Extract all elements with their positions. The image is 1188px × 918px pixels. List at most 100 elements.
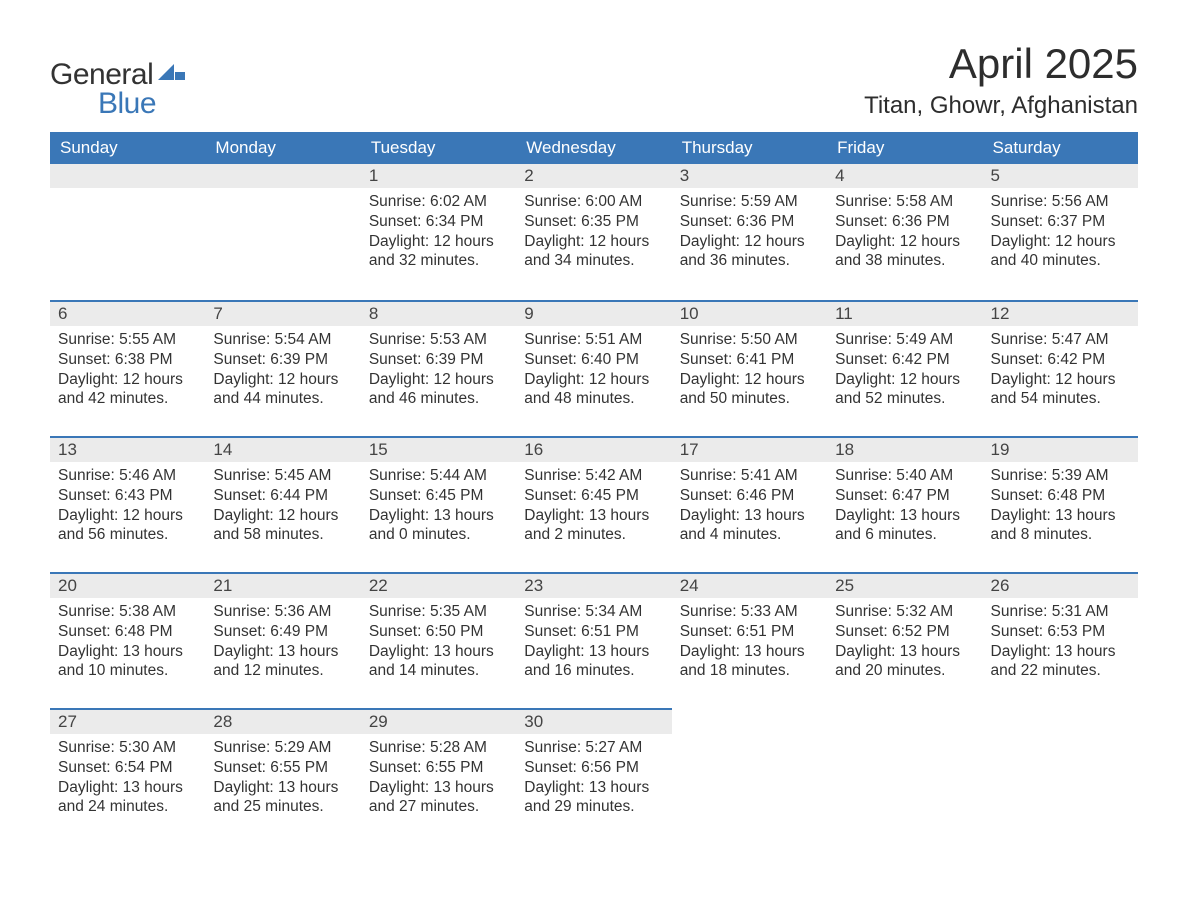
daylight-line: Daylight: 12 hours and 34 minutes. (524, 232, 663, 272)
daylight-line: Daylight: 12 hours and 54 minutes. (991, 370, 1130, 410)
sunrise-line: Sunrise: 5:31 AM (991, 602, 1130, 622)
daylight-line: Daylight: 12 hours and 32 minutes. (369, 232, 508, 272)
calendar-day-cell: 10Sunrise: 5:50 AMSunset: 6:41 PMDayligh… (672, 300, 827, 436)
day-details: Sunrise: 5:39 AMSunset: 6:48 PMDaylight:… (983, 462, 1138, 555)
calendar-day-cell: 22Sunrise: 5:35 AMSunset: 6:50 PMDayligh… (361, 572, 516, 708)
day-details: Sunrise: 5:53 AMSunset: 6:39 PMDaylight:… (361, 326, 516, 419)
day-number-bar: 2 (516, 164, 671, 188)
title-block: April 2025 Titan, Ghowr, Afghanistan (864, 40, 1138, 120)
daylight-line: Daylight: 13 hours and 12 minutes. (213, 642, 352, 682)
sunset-line: Sunset: 6:34 PM (369, 212, 508, 232)
weekday-header: Wednesday (516, 132, 671, 164)
day-details: Sunrise: 5:45 AMSunset: 6:44 PMDaylight:… (205, 462, 360, 555)
calendar-day-cell: 27Sunrise: 5:30 AMSunset: 6:54 PMDayligh… (50, 708, 205, 844)
sunset-line: Sunset: 6:45 PM (524, 486, 663, 506)
calendar-day-cell: 18Sunrise: 5:40 AMSunset: 6:47 PMDayligh… (827, 436, 982, 572)
logo: General Blue (50, 40, 186, 118)
sunset-line: Sunset: 6:48 PM (991, 486, 1130, 506)
sunrise-line: Sunrise: 5:44 AM (369, 466, 508, 486)
daylight-line: Daylight: 13 hours and 6 minutes. (835, 506, 974, 546)
day-number-bar: 5 (983, 164, 1138, 188)
day-number-bar: 3 (672, 164, 827, 188)
day-details: Sunrise: 5:41 AMSunset: 6:46 PMDaylight:… (672, 462, 827, 555)
calendar-day-cell (827, 708, 982, 844)
day-number-bar: 4 (827, 164, 982, 188)
day-number-bar: 9 (516, 300, 671, 326)
day-number-bar: 20 (50, 572, 205, 598)
calendar-day-cell: 29Sunrise: 5:28 AMSunset: 6:55 PMDayligh… (361, 708, 516, 844)
sunrise-line: Sunrise: 5:45 AM (213, 466, 352, 486)
day-details: Sunrise: 6:00 AMSunset: 6:35 PMDaylight:… (516, 188, 671, 281)
sunset-line: Sunset: 6:43 PM (58, 486, 197, 506)
day-number-bar: 12 (983, 300, 1138, 326)
day-number-bar: 23 (516, 572, 671, 598)
day-details: Sunrise: 5:28 AMSunset: 6:55 PMDaylight:… (361, 734, 516, 827)
day-number-bar: 24 (672, 572, 827, 598)
sunset-line: Sunset: 6:51 PM (524, 622, 663, 642)
day-details: Sunrise: 5:36 AMSunset: 6:49 PMDaylight:… (205, 598, 360, 691)
day-number-bar: 7 (205, 300, 360, 326)
day-details: Sunrise: 5:30 AMSunset: 6:54 PMDaylight:… (50, 734, 205, 827)
day-details: Sunrise: 5:55 AMSunset: 6:38 PMDaylight:… (50, 326, 205, 419)
day-details: Sunrise: 5:29 AMSunset: 6:55 PMDaylight:… (205, 734, 360, 827)
daylight-line: Daylight: 13 hours and 10 minutes. (58, 642, 197, 682)
sunrise-line: Sunrise: 5:30 AM (58, 738, 197, 758)
sunset-line: Sunset: 6:42 PM (991, 350, 1130, 370)
sunrise-line: Sunrise: 5:49 AM (835, 330, 974, 350)
day-number-bar: 25 (827, 572, 982, 598)
day-details: Sunrise: 5:49 AMSunset: 6:42 PMDaylight:… (827, 326, 982, 419)
sunrise-line: Sunrise: 5:39 AM (991, 466, 1130, 486)
sunrise-line: Sunrise: 5:53 AM (369, 330, 508, 350)
logo-text: General Blue (50, 58, 186, 118)
daylight-line: Daylight: 13 hours and 2 minutes. (524, 506, 663, 546)
sunrise-line: Sunrise: 5:29 AM (213, 738, 352, 758)
calendar-day-cell: 6Sunrise: 5:55 AMSunset: 6:38 PMDaylight… (50, 300, 205, 436)
daylight-line: Daylight: 12 hours and 50 minutes. (680, 370, 819, 410)
day-details: Sunrise: 5:27 AMSunset: 6:56 PMDaylight:… (516, 734, 671, 827)
sunset-line: Sunset: 6:54 PM (58, 758, 197, 778)
day-details: Sunrise: 5:35 AMSunset: 6:50 PMDaylight:… (361, 598, 516, 691)
calendar-head: SundayMondayTuesdayWednesdayThursdayFrid… (50, 132, 1138, 164)
sunrise-line: Sunrise: 5:32 AM (835, 602, 974, 622)
daylight-line: Daylight: 12 hours and 56 minutes. (58, 506, 197, 546)
sunrise-line: Sunrise: 5:58 AM (835, 192, 974, 212)
day-number-bar: 15 (361, 436, 516, 462)
daylight-line: Daylight: 12 hours and 52 minutes. (835, 370, 974, 410)
sunrise-line: Sunrise: 5:40 AM (835, 466, 974, 486)
sunset-line: Sunset: 6:48 PM (58, 622, 197, 642)
daylight-line: Daylight: 13 hours and 8 minutes. (991, 506, 1130, 546)
sunset-line: Sunset: 6:50 PM (369, 622, 508, 642)
daylight-line: Daylight: 12 hours and 46 minutes. (369, 370, 508, 410)
sunset-line: Sunset: 6:49 PM (213, 622, 352, 642)
day-details: Sunrise: 5:51 AMSunset: 6:40 PMDaylight:… (516, 326, 671, 419)
sunrise-line: Sunrise: 5:27 AM (524, 738, 663, 758)
daylight-line: Daylight: 12 hours and 58 minutes. (213, 506, 352, 546)
calendar-day-cell: 1Sunrise: 6:02 AMSunset: 6:34 PMDaylight… (361, 164, 516, 300)
day-number-bar: 11 (827, 300, 982, 326)
day-number-bar: 27 (50, 708, 205, 734)
calendar-day-cell: 11Sunrise: 5:49 AMSunset: 6:42 PMDayligh… (827, 300, 982, 436)
calendar-day-cell (983, 708, 1138, 844)
calendar-day-cell: 21Sunrise: 5:36 AMSunset: 6:49 PMDayligh… (205, 572, 360, 708)
weekday-header: Monday (205, 132, 360, 164)
day-number-bar: 13 (50, 436, 205, 462)
sunrise-line: Sunrise: 6:00 AM (524, 192, 663, 212)
calendar-week-row: 6Sunrise: 5:55 AMSunset: 6:38 PMDaylight… (50, 300, 1138, 436)
weekday-header: Friday (827, 132, 982, 164)
day-number-bar: 6 (50, 300, 205, 326)
calendar-day-cell: 4Sunrise: 5:58 AMSunset: 6:36 PMDaylight… (827, 164, 982, 300)
calendar-day-cell: 14Sunrise: 5:45 AMSunset: 6:44 PMDayligh… (205, 436, 360, 572)
day-number-bar (50, 164, 205, 188)
weekday-header: Sunday (50, 132, 205, 164)
daylight-line: Daylight: 12 hours and 44 minutes. (213, 370, 352, 410)
calendar-body: 1Sunrise: 6:02 AMSunset: 6:34 PMDaylight… (50, 164, 1138, 844)
day-details: Sunrise: 5:56 AMSunset: 6:37 PMDaylight:… (983, 188, 1138, 281)
daylight-line: Daylight: 13 hours and 25 minutes. (213, 778, 352, 818)
day-details: Sunrise: 5:54 AMSunset: 6:39 PMDaylight:… (205, 326, 360, 419)
day-number-bar (205, 164, 360, 188)
day-number-bar: 10 (672, 300, 827, 326)
daylight-line: Daylight: 13 hours and 22 minutes. (991, 642, 1130, 682)
day-number-bar: 26 (983, 572, 1138, 598)
sunrise-line: Sunrise: 5:41 AM (680, 466, 819, 486)
calendar-week-row: 20Sunrise: 5:38 AMSunset: 6:48 PMDayligh… (50, 572, 1138, 708)
